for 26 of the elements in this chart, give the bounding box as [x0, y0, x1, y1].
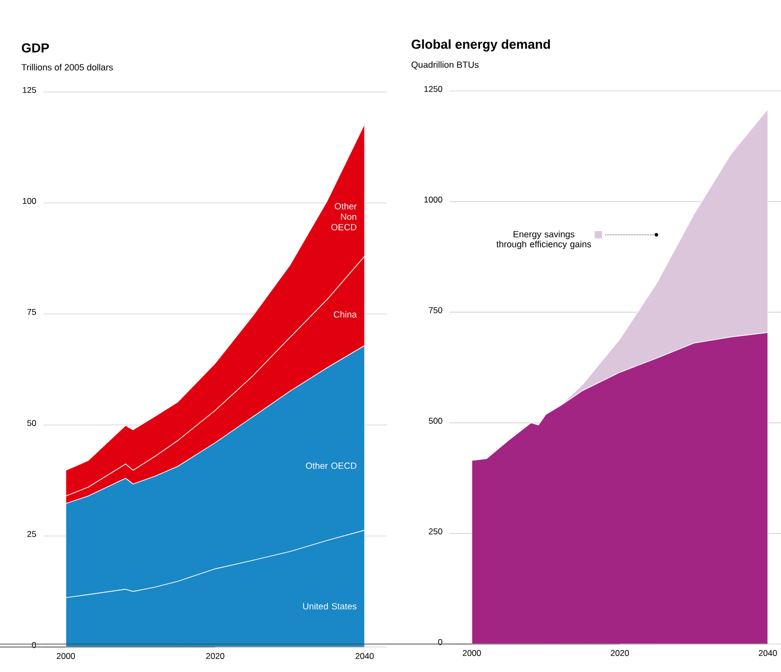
chart-subtitle: Quadrillion BTUs	[412, 61, 479, 70]
series-label: Other Non OECD	[331, 202, 357, 230]
x-tick-label: 2000	[56, 653, 75, 660]
y-tick-label: 1250	[424, 86, 442, 92]
chart-subtitle: Trillions of 2005 dollars	[22, 64, 113, 70]
y-tick-label: 0	[438, 639, 442, 645]
y-tick-label: 50	[27, 420, 36, 426]
legend-label: Energy savings through efficiency gains	[496, 230, 592, 250]
y-tick-label: 25	[27, 531, 36, 537]
y-tick-label: 500	[428, 418, 442, 424]
y-tick-label: 250	[428, 528, 442, 534]
series-label: China	[334, 310, 357, 318]
y-tick-label: 125	[22, 87, 36, 93]
chart-title: GDP	[22, 43, 49, 52]
series-label: United States	[303, 602, 356, 610]
x-tick-label: 2040	[356, 653, 374, 660]
y-tick-label: 750	[428, 307, 442, 314]
chart-title: Global energy demand	[412, 39, 550, 52]
series-label: Other OECD	[306, 462, 356, 469]
y-tick-label: 1000	[424, 196, 442, 203]
x-tick-label: 2000	[462, 650, 481, 656]
x-tick-label: 2020	[610, 650, 629, 656]
x-tick-label: 2020	[206, 653, 224, 660]
y-tick-label: 100	[22, 198, 36, 204]
x-tick-label: 2040	[758, 650, 777, 656]
y-tick-label: 75	[27, 309, 36, 315]
